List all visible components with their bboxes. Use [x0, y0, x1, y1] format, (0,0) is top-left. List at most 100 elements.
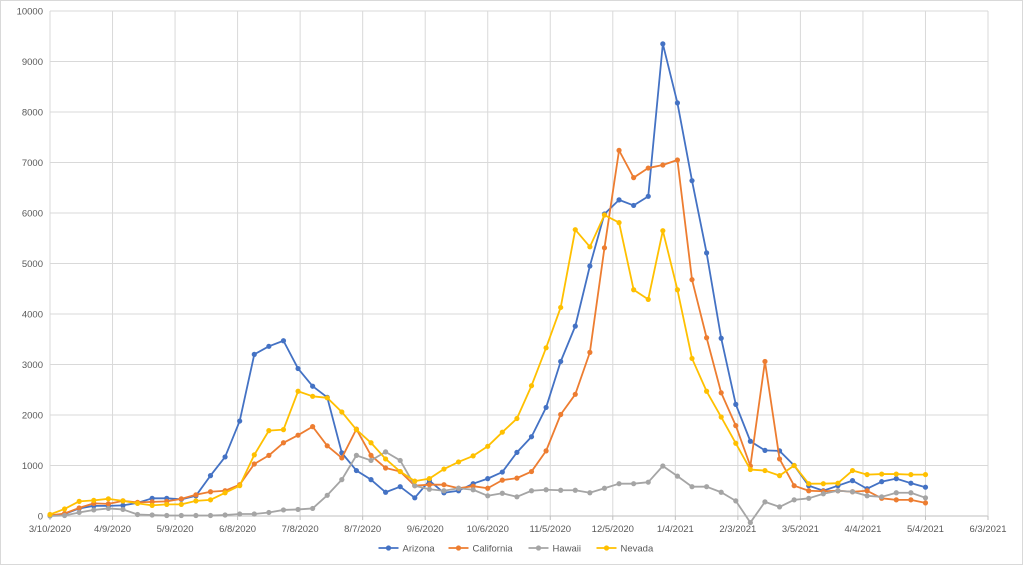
data-point-nevada: [558, 304, 564, 311]
data-point-california: [718, 390, 724, 396]
data-point-hawaii: [339, 477, 345, 483]
data-point-hawaii: [134, 511, 141, 518]
data-point-hawaii: [105, 505, 111, 512]
data-point-hawaii: [397, 457, 403, 464]
data-point-california: [674, 157, 681, 163]
data-point-arizona: [587, 263, 593, 269]
data-point-hawaii: [601, 485, 608, 491]
data-point-hawaii: [820, 491, 826, 497]
data-point-california: [514, 475, 520, 481]
data-point-hawaii: [689, 484, 695, 490]
data-point-hawaii: [849, 489, 856, 495]
data-point-california: [587, 349, 593, 355]
series-nevada: [47, 212, 929, 518]
data-point-california: [922, 500, 929, 506]
data-point-hawaii: [893, 490, 899, 496]
data-point-hawaii: [660, 463, 666, 469]
x-tick-label: 6/8/2020: [219, 524, 256, 535]
data-point-california: [310, 424, 316, 430]
data-point-arizona: [207, 473, 214, 479]
data-point-nevada: [689, 355, 695, 362]
data-point-california: [616, 147, 622, 153]
data-point-nevada: [105, 496, 111, 502]
legend-label: California: [473, 544, 514, 555]
data-point-nevada: [631, 287, 637, 293]
data-point-arizona: [237, 418, 243, 424]
data-point-nevada: [616, 220, 622, 226]
y-tick-label: 1000: [22, 461, 43, 472]
data-point-arizona: [631, 202, 637, 209]
data-point-arizona: [383, 489, 389, 495]
legend-item-california: California: [448, 544, 514, 555]
data-point-nevada: [835, 480, 841, 486]
data-point-arizona: [922, 484, 929, 490]
data-point-nevada: [76, 498, 82, 504]
x-tick-label: 2/3/2021: [719, 524, 756, 535]
data-point-hawaii: [485, 493, 491, 499]
data-point-nevada: [339, 409, 345, 415]
data-point-hawaii: [178, 512, 184, 519]
data-point-arizona: [499, 469, 505, 475]
data-point-california: [864, 488, 870, 494]
data-point-hawaii: [528, 488, 535, 494]
data-point-california: [383, 465, 389, 471]
legend-item-nevada: Nevada: [596, 544, 654, 555]
data-point-nevada: [426, 476, 432, 482]
y-tick-label: 0: [38, 512, 43, 523]
data-point-nevada: [922, 471, 929, 478]
data-point-hawaii: [631, 481, 637, 487]
data-point-nevada: [149, 502, 155, 508]
data-point-nevada: [280, 427, 287, 433]
data-point-hawaii: [645, 479, 651, 485]
data-point-california: [339, 455, 345, 461]
data-point-california: [893, 497, 899, 503]
data-point-hawaii: [455, 485, 462, 491]
data-point-nevada: [470, 453, 476, 459]
x-tick-label: 4/4/2021: [844, 524, 881, 535]
data-point-nevada: [879, 471, 885, 477]
data-point-nevada: [397, 468, 403, 475]
data-point-california: [178, 496, 184, 502]
data-point-hawaii: [572, 487, 578, 493]
data-point-nevada: [674, 287, 681, 293]
data-point-california: [295, 432, 301, 438]
data-point-arizona: [849, 478, 856, 484]
data-point-hawaii: [76, 509, 82, 516]
data-point-california: [543, 448, 549, 454]
data-point-arizona: [908, 480, 914, 486]
axes: 0 1000 2000 3000 4000 5000 6000 7000 8000 9000 100…: [17, 7, 1007, 536]
y-tick-label: 10000: [17, 7, 43, 18]
data-point-arizona: [689, 178, 695, 184]
data-point-hawaii: [61, 512, 68, 519]
data-point-nevada: [514, 415, 520, 422]
data-point-california: [368, 452, 374, 458]
data-point-hawaii: [776, 504, 783, 510]
x-tick-label: 8/7/2020: [344, 524, 381, 535]
data-point-nevada: [455, 459, 462, 465]
data-point-nevada: [193, 498, 199, 504]
data-point-nevada: [718, 414, 724, 420]
data-point-arizona: [879, 479, 885, 485]
data-point-california: [324, 443, 330, 449]
data-point-arizona: [893, 476, 899, 482]
data-point-hawaii: [733, 498, 739, 504]
data-point-california: [601, 245, 608, 251]
data-point-california: [441, 482, 447, 488]
data-point-arizona: [543, 404, 549, 411]
data-point-nevada: [572, 227, 578, 233]
data-point-hawaii: [368, 457, 374, 464]
data-point-california: [499, 477, 505, 483]
data-point-nevada: [849, 467, 856, 474]
y-tick-label: 2000: [22, 411, 43, 422]
data-point-hawaii: [441, 488, 447, 494]
legend-item-arizona: Arizona: [378, 544, 435, 555]
x-tick-label: 3/5/2021: [782, 524, 819, 535]
y-tick-label: 3000: [22, 360, 43, 371]
data-point-california: [207, 489, 214, 495]
data-point-nevada: [368, 440, 374, 446]
data-point-hawaii: [543, 487, 549, 493]
data-point-california: [791, 483, 797, 489]
legend-swatch-marker: [455, 545, 462, 551]
